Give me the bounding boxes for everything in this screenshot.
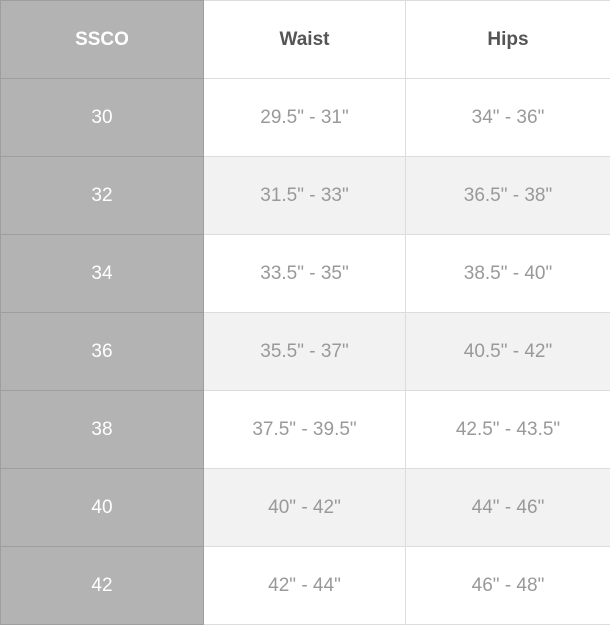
header-cell: SSCO bbox=[0, 0, 204, 79]
size-cell: 30 bbox=[0, 78, 204, 157]
size-cell: 34 bbox=[0, 234, 204, 313]
table-row: 30 29.5" - 31" 34" - 36" bbox=[0, 78, 610, 157]
size-cell: 36 bbox=[0, 312, 204, 391]
measure-cell: 44" - 46" bbox=[405, 468, 610, 547]
measure-cell: 31.5" - 33" bbox=[203, 156, 406, 235]
measure-cell: 46" - 48" bbox=[405, 546, 610, 625]
measure-cell: 29.5" - 31" bbox=[203, 78, 406, 157]
size-cell: 42 bbox=[0, 546, 204, 625]
measure-cell: 42" - 44" bbox=[203, 546, 406, 625]
measure-cell: 33.5" - 35" bbox=[203, 234, 406, 313]
measure-cell: 42.5" - 43.5" bbox=[405, 390, 610, 469]
table-row: 42 42" - 44" 46" - 48" bbox=[0, 546, 610, 625]
measure-cell: 36.5" - 38" bbox=[405, 156, 610, 235]
table-row: 32 31.5" - 33" 36.5" - 38" bbox=[0, 156, 610, 235]
size-cell: 40 bbox=[0, 468, 204, 547]
table-row: 34 33.5" - 35" 38.5" - 40" bbox=[0, 234, 610, 313]
measure-cell: 38.5" - 40" bbox=[405, 234, 610, 313]
table-row: 38 37.5" - 39.5" 42.5" - 43.5" bbox=[0, 390, 610, 469]
size-cell: 32 bbox=[0, 156, 204, 235]
header-cell: Hips bbox=[405, 0, 610, 79]
measure-cell: 34" - 36" bbox=[405, 78, 610, 157]
measure-cell: 40.5" - 42" bbox=[405, 312, 610, 391]
table-row: 40 40" - 42" 44" - 46" bbox=[0, 468, 610, 547]
measure-cell: 37.5" - 39.5" bbox=[203, 390, 406, 469]
measure-cell: 40" - 42" bbox=[203, 468, 406, 547]
table-row: 36 35.5" - 37" 40.5" - 42" bbox=[0, 312, 610, 391]
size-cell: 38 bbox=[0, 390, 204, 469]
measure-cell: 35.5" - 37" bbox=[203, 312, 406, 391]
header-row: SSCO Waist Hips bbox=[0, 0, 610, 79]
header-cell: Waist bbox=[203, 0, 406, 79]
